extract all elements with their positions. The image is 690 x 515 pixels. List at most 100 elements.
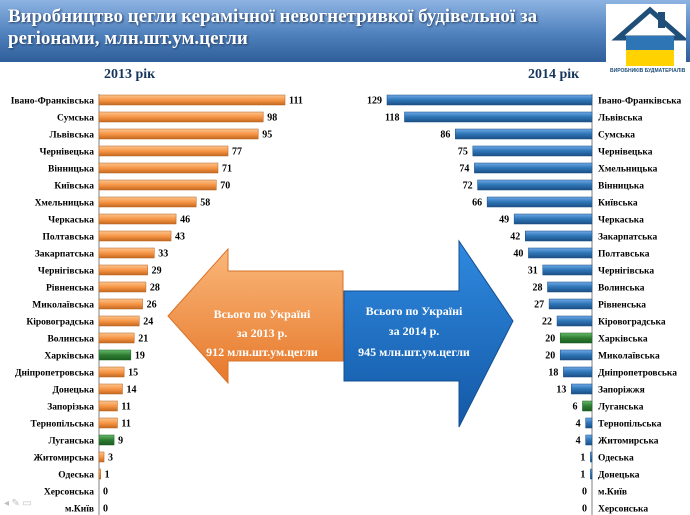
bar-2013 (98, 281, 147, 293)
bar-2013 (98, 451, 105, 463)
value-label-2014: 4 (576, 436, 581, 447)
bar-2013 (98, 349, 132, 361)
bar-2013 (98, 162, 219, 174)
bar-2014 (386, 94, 593, 106)
value-label-2014: 129 (367, 96, 382, 107)
category-label-2014: Івано-Франківська (598, 96, 682, 107)
value-label-2013: 24 (143, 317, 153, 328)
bar-2013 (98, 468, 101, 480)
category-label-2013: Черкаська (48, 216, 94, 226)
bar-2014 (585, 434, 593, 446)
value-label-2014: 27 (534, 300, 544, 311)
value-label-2013: 71 (222, 164, 232, 175)
value-label-2014: 40 (513, 249, 523, 260)
value-label-2013: 9 (118, 436, 123, 447)
category-label-2014: Миколаївська (598, 352, 660, 362)
bar-2013 (98, 400, 118, 412)
bar-2014 (547, 281, 593, 293)
category-label-2013: Львівська (50, 130, 95, 141)
category-label-2013: Київська (54, 182, 94, 192)
slide-controls-icon[interactable]: ◂ ✎ ▭ (4, 498, 32, 509)
category-label-2013: Харківська (44, 351, 94, 362)
category-label-2013: Херсонська (44, 488, 94, 498)
value-label-2013: 15 (128, 368, 138, 379)
value-label-2013: 1 (105, 470, 110, 481)
category-label-2013: Донецька (52, 386, 94, 396)
bar-2013 (98, 230, 172, 242)
bar-2014 (477, 179, 593, 191)
bar-2014 (563, 366, 593, 378)
bar-2014 (548, 298, 593, 310)
category-label-2014: Волинська (598, 284, 645, 294)
category-label-2014: Рівненська (598, 300, 646, 311)
category-label-2013: Чернігівська (38, 266, 94, 277)
category-label-2014: Вінницька (598, 181, 644, 192)
bar-2013 (98, 383, 123, 395)
value-label-2014: 0 (582, 487, 587, 498)
category-label-2014: Одеська (598, 454, 634, 464)
bar-2014 (404, 111, 593, 123)
bar-2013 (98, 434, 115, 446)
category-label-2013: Полтавська (43, 233, 95, 243)
value-label-2013: 33 (158, 249, 168, 260)
value-label-2013: 43 (175, 232, 185, 243)
category-label-2013: Рівненська (46, 283, 94, 294)
value-label-2013: 14 (126, 385, 136, 396)
category-label-2014: Тернопільська (598, 419, 662, 430)
bar-2013 (98, 94, 286, 106)
bar-2014 (590, 451, 593, 463)
bar-2014 (559, 332, 593, 344)
category-label-2014: Полтавська (598, 250, 650, 260)
category-label-2014: Луганська (598, 403, 644, 413)
value-label-2014: 66 (472, 198, 482, 209)
bar-2014 (585, 417, 593, 429)
value-label-2014: 75 (458, 147, 468, 158)
category-label-2013: м.Київ (65, 505, 94, 515)
value-label-2014: 1 (580, 470, 585, 481)
value-label-2013: 111 (289, 96, 303, 107)
bar-2013 (98, 264, 148, 276)
category-label-2013: Чернівецька (39, 147, 94, 158)
category-label-2013: Тернопільська (31, 419, 95, 430)
value-label-2014: 4 (576, 419, 581, 430)
chart-2014: Івано-Франківська129Львівська118Сумська8… (367, 94, 682, 515)
value-label-2014: 20 (545, 351, 555, 362)
value-label-2013: 46 (180, 215, 190, 226)
value-label-2013: 28 (150, 283, 160, 294)
category-label-2014: Херсонська (598, 505, 648, 515)
category-label-2013: Одеська (58, 471, 94, 481)
value-label-2014: 6 (572, 402, 577, 413)
bar-2013 (98, 213, 177, 225)
value-label-2014: 20 (545, 334, 555, 345)
category-label-2014: Дніпропетровська (598, 368, 677, 379)
category-label-2014: Чернівецька (598, 147, 653, 158)
value-label-2014: 31 (528, 266, 538, 277)
bar-2013 (98, 196, 197, 208)
left-arrow-line2: за 2013 р. (237, 326, 288, 340)
right-arrow-line3: 945 млн.шт.ум.цегли (358, 345, 470, 359)
value-label-2014: 0 (582, 504, 587, 515)
category-label-2014: Хмельницька (598, 165, 658, 175)
value-label-2013: 11 (121, 419, 130, 430)
bar-2013 (98, 179, 217, 191)
category-label-2013: Миколаївська (32, 301, 94, 311)
category-label-2013: Житомирська (33, 454, 94, 464)
bar-2014 (571, 383, 593, 395)
value-label-2013: 98 (267, 113, 277, 124)
value-label-2014: 42 (510, 232, 520, 243)
svg-text:ВИРОБНИКІВ БУДМАТЕРІАЛІВ: ВИРОБНИКІВ БУДМАТЕРІАЛІВ (610, 68, 686, 74)
category-label-2014: м.Київ (598, 488, 627, 498)
value-label-2014: 86 (440, 130, 450, 141)
value-label-2014: 13 (556, 385, 566, 396)
value-label-2013: 21 (138, 334, 148, 345)
bar-2014 (559, 349, 593, 361)
value-label-2014: 1 (580, 453, 585, 464)
bar-2014 (474, 162, 593, 174)
value-label-2014: 118 (385, 113, 399, 124)
bar-2014 (528, 247, 593, 259)
bar-2014 (472, 145, 593, 157)
bar-2013 (98, 315, 140, 327)
title-banner: Виробництво цегли керамічної невогнетрив… (0, 0, 690, 62)
value-label-2013: 0 (103, 504, 108, 515)
